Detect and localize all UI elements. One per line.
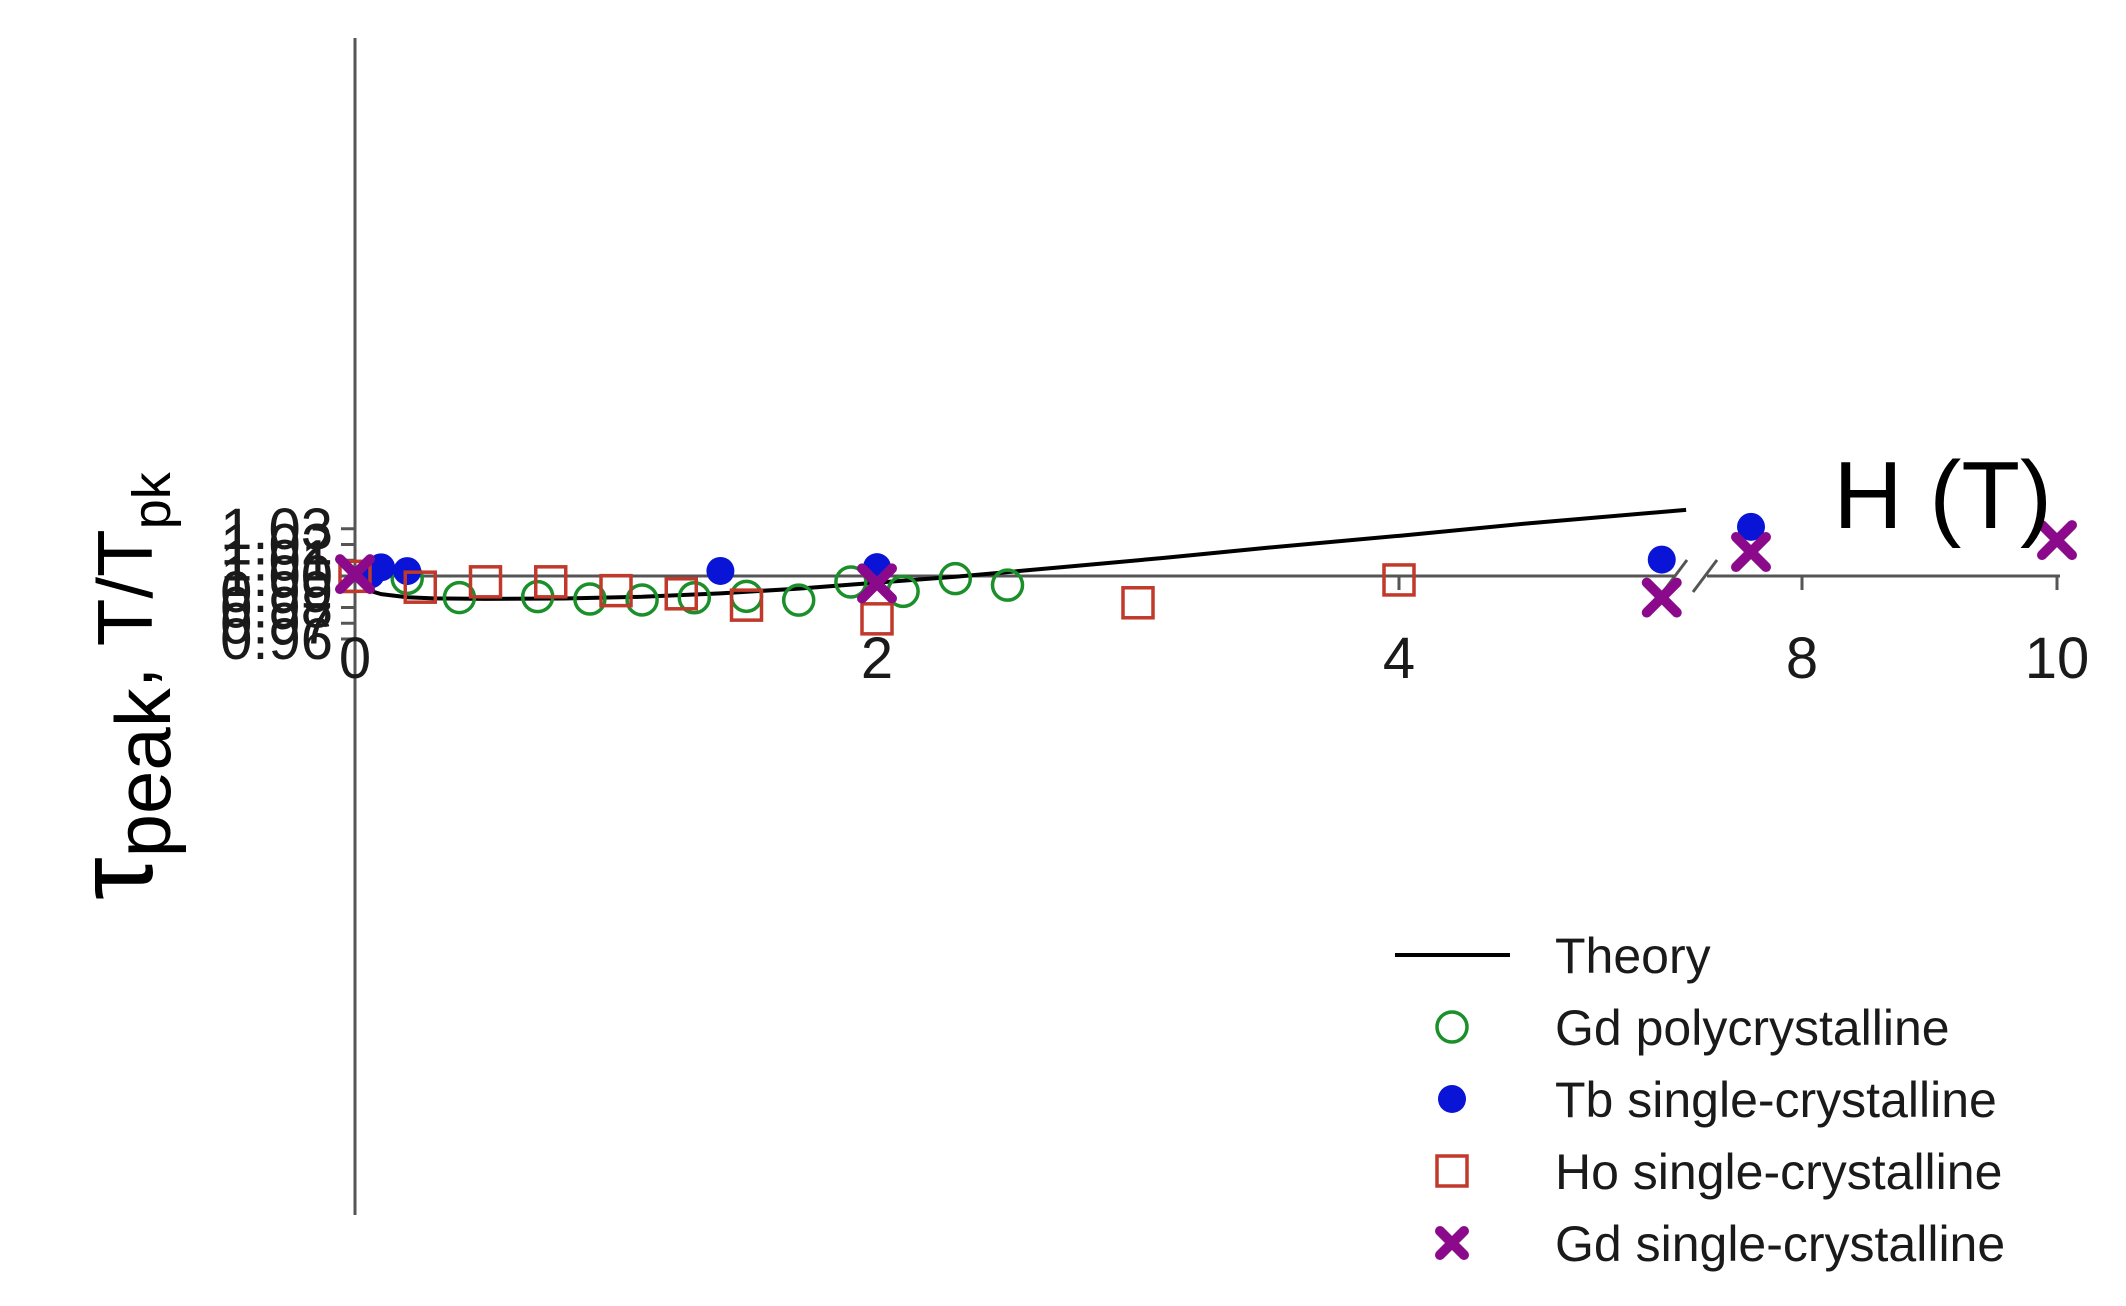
- point-gd-polycrystalline: [990, 568, 1025, 602]
- legend-swatch: [1435, 1154, 1469, 1188]
- y-tick-label: 1.03: [220, 497, 333, 562]
- axis-break-mark: [1691, 559, 1719, 593]
- x-tick-label: 8: [1786, 626, 1818, 691]
- legend-label: Theory: [1555, 928, 1711, 984]
- legend-swatch: [1435, 1010, 1469, 1044]
- point-ho-single-crystalline: [860, 602, 894, 636]
- legend-label: Tb single-crystalline: [1555, 1072, 1997, 1128]
- series-ho-single-crystalline: [338, 559, 1416, 636]
- point-ho-single-crystalline: [1382, 563, 1416, 597]
- y-tick-label: 1.01: [220, 528, 333, 593]
- x-tick-label: 0: [339, 626, 371, 691]
- point-gd-polycrystalline: [834, 565, 868, 599]
- axes: [341, 38, 2060, 1215]
- point-gd-polycrystalline: [573, 582, 607, 616]
- point-tb-single-crystalline: [1647, 545, 1676, 574]
- x-tick-label: 10: [2025, 626, 2090, 691]
- labels-layer: 0.960.970.980.991.001.011.021.030 2 4 8 10 H …: [54, 442, 2089, 900]
- point-gd-polycrystalline: [677, 580, 712, 615]
- point-gd-single-crystalline: [1731, 532, 1771, 573]
- series-gd-single-crystalline: [335, 520, 2077, 618]
- theory-layer: [353, 507, 1687, 601]
- point-ho-single-crystalline: [729, 588, 764, 622]
- legend-label: Gd single-crystalline: [1555, 1216, 2005, 1272]
- point-ho-single-crystalline: [599, 573, 633, 608]
- legend-label: Ho single-crystalline: [1555, 1144, 2002, 1200]
- y-tick-label: 1.02: [220, 513, 333, 578]
- point-ho-single-crystalline: [403, 570, 437, 604]
- point-ho-single-crystalline: [468, 565, 503, 599]
- series-gd-polycrystalline: [390, 561, 1025, 617]
- legend-swatch: [1435, 1226, 1469, 1260]
- y-tick-label: 0.97: [220, 591, 333, 656]
- x-tick-label: 2: [861, 626, 893, 691]
- markers-layer: [335, 512, 2077, 636]
- y-tick-label: 1.00: [220, 544, 333, 609]
- point-ho-single-crystalline: [534, 565, 568, 599]
- legend-item-gd-polycrystalline: Gd polycrystalline: [1435, 1000, 1950, 1056]
- y-tick-label: 0.98: [220, 576, 333, 641]
- x-tick-label: 4: [1383, 626, 1415, 691]
- legend-item-gd-single-crystalline: Gd single-crystalline: [1435, 1216, 2005, 1272]
- point-tb-single-crystalline: [1737, 512, 1765, 541]
- legend-item-ho-single-crystalline: Ho single-crystalline: [1435, 1144, 2002, 1200]
- legend-swatch: [1438, 1085, 1466, 1113]
- point-gd-polycrystalline: [625, 583, 659, 617]
- x-axis-label: H (T): [1833, 442, 2052, 549]
- series-theory-line: [353, 507, 1687, 601]
- point-gd-single-crystalline: [857, 563, 897, 604]
- point-gd-single-crystalline: [2037, 520, 2077, 561]
- point-gd-single-crystalline: [1641, 577, 1682, 618]
- point-gd-polycrystalline: [729, 579, 764, 614]
- legend: Theory Gd polycrystalline Tb single-crysta…: [1395, 928, 2005, 1272]
- point-gd-polycrystalline: [938, 561, 973, 596]
- legend-item-theory: Theory: [1395, 928, 1711, 984]
- point-gd-polycrystalline: [781, 583, 816, 617]
- legend-item-tb-single-crystalline: Tb single-crystalline: [1438, 1072, 1997, 1128]
- y-axis-label: τpeak, T/Tpk: [54, 471, 187, 900]
- legend-label: Gd polycrystalline: [1555, 1000, 1950, 1056]
- point-ho-single-crystalline: [664, 577, 698, 611]
- y-tick-label: 0.96: [220, 607, 333, 672]
- point-ho-single-crystalline: [1121, 586, 1155, 620]
- point-tb-single-crystalline: [706, 556, 735, 585]
- point-ho-single-crystalline: [338, 559, 372, 594]
- y-tick-label: 0.99: [220, 560, 333, 625]
- point-gd-single-crystalline: [335, 554, 375, 595]
